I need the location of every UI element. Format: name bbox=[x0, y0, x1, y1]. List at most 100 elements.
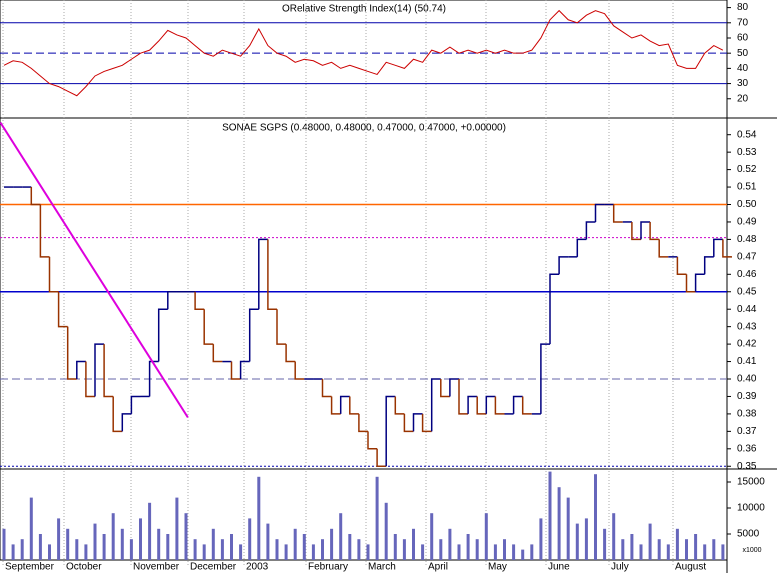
volume-bar bbox=[129, 539, 133, 560]
volume-bar bbox=[20, 539, 24, 560]
volume-bar bbox=[639, 544, 643, 560]
volume-bar bbox=[666, 544, 670, 560]
volume-bar bbox=[603, 528, 607, 560]
price-step bbox=[339, 395, 350, 414]
y-tick-label: 50 bbox=[737, 48, 749, 59]
price-step bbox=[57, 291, 68, 328]
volume-bar bbox=[266, 523, 270, 560]
price-step bbox=[476, 396, 487, 415]
volume-bar bbox=[148, 502, 152, 560]
price-step bbox=[685, 274, 696, 293]
trendline bbox=[0, 121, 189, 418]
volume-bar bbox=[284, 544, 288, 560]
volume-bar bbox=[503, 539, 506, 560]
y-tick-label: 0.51 bbox=[737, 182, 757, 193]
y-tick-label: 15000 bbox=[737, 477, 765, 488]
volume-bar bbox=[430, 513, 434, 560]
price-step bbox=[130, 395, 141, 414]
price-step bbox=[412, 413, 423, 432]
price-step bbox=[239, 360, 250, 380]
volume-bar bbox=[139, 518, 142, 560]
price-step bbox=[540, 343, 550, 414]
price-title: SONAE SGPS (0.48000, 0.48000, 0.47000, 0… bbox=[222, 123, 506, 134]
volume-bar bbox=[685, 539, 688, 560]
volume-bar bbox=[321, 539, 324, 560]
y-tick-label: 0.39 bbox=[737, 391, 757, 402]
volume-bar bbox=[575, 523, 579, 560]
x-tick-label: August bbox=[675, 562, 706, 573]
price-step bbox=[94, 343, 105, 397]
volume-bar bbox=[566, 497, 570, 560]
volume-bar bbox=[202, 544, 206, 560]
volume-bar bbox=[11, 544, 15, 560]
y-tick-label: 0.47 bbox=[737, 251, 757, 262]
volume-bar bbox=[230, 534, 233, 560]
price-step bbox=[248, 308, 259, 362]
price-step bbox=[512, 395, 523, 414]
x-tick-label: December bbox=[190, 562, 237, 573]
rsi-title: ORelative Strength Index(14) (50.74) bbox=[282, 4, 446, 15]
y-tick-label: 0.41 bbox=[737, 356, 757, 367]
volume-bar bbox=[439, 539, 443, 560]
volume-bar bbox=[384, 502, 388, 560]
volume-bar bbox=[239, 544, 243, 560]
x-tick-label: March bbox=[368, 562, 396, 573]
volume-bar bbox=[657, 539, 661, 560]
y-tick-label: 20 bbox=[737, 93, 749, 104]
volume-bar bbox=[248, 518, 252, 560]
y-tick-label: 0.54 bbox=[737, 129, 757, 140]
price-step bbox=[285, 344, 296, 363]
price-step bbox=[85, 361, 95, 398]
price-step bbox=[48, 256, 59, 293]
y-tick-label: 5000 bbox=[737, 529, 760, 540]
price-step bbox=[294, 361, 305, 380]
y-tick-label: 0.45 bbox=[737, 286, 757, 297]
volume-bar bbox=[38, 534, 42, 560]
price-step bbox=[258, 238, 268, 310]
price-step bbox=[694, 273, 705, 292]
volume-bar bbox=[584, 518, 588, 560]
y-tick-label: 0.43 bbox=[737, 321, 757, 332]
volume-unit: x1000 bbox=[742, 547, 761, 554]
volume-bar bbox=[621, 539, 625, 560]
price-step bbox=[39, 204, 50, 258]
price-step bbox=[276, 309, 287, 345]
volume-bar bbox=[448, 528, 452, 560]
volume-bar bbox=[648, 523, 652, 560]
volume-bar bbox=[57, 518, 61, 560]
price-step bbox=[703, 256, 714, 275]
price-step bbox=[649, 221, 660, 241]
price-step bbox=[485, 395, 496, 414]
volume-bar bbox=[348, 534, 352, 560]
price-step bbox=[103, 344, 114, 398]
y-tick-label: 0.38 bbox=[737, 409, 757, 420]
volume-bar bbox=[402, 539, 406, 560]
volume-bar bbox=[275, 539, 279, 560]
price-step bbox=[430, 378, 441, 432]
y-tick-label: 10000 bbox=[737, 503, 765, 514]
volume-bar bbox=[311, 544, 315, 560]
volume-bar bbox=[612, 513, 616, 560]
volume-bar bbox=[493, 544, 497, 560]
x-tick-label: 2003 bbox=[246, 562, 269, 573]
volume-bar bbox=[393, 534, 397, 560]
price-step bbox=[612, 204, 623, 223]
volume-bar bbox=[84, 544, 88, 560]
volume-bar bbox=[120, 528, 124, 560]
price-step bbox=[76, 360, 86, 380]
price-step bbox=[148, 360, 159, 397]
volume-bar bbox=[102, 534, 106, 560]
x-tick-label: July bbox=[611, 562, 629, 573]
x-tick-label: October bbox=[66, 562, 102, 573]
price-step bbox=[494, 396, 505, 415]
rsi-line bbox=[3, 9, 724, 97]
price-step bbox=[467, 395, 478, 414]
price-step bbox=[594, 203, 605, 222]
volume-bar bbox=[675, 528, 679, 560]
y-tick-label: 80 bbox=[737, 2, 749, 13]
y-tick-label: 40 bbox=[737, 63, 749, 74]
y-tick-label: 0.36 bbox=[737, 443, 757, 454]
price-step bbox=[421, 413, 432, 433]
y-tick-label: 0.50 bbox=[737, 199, 757, 210]
